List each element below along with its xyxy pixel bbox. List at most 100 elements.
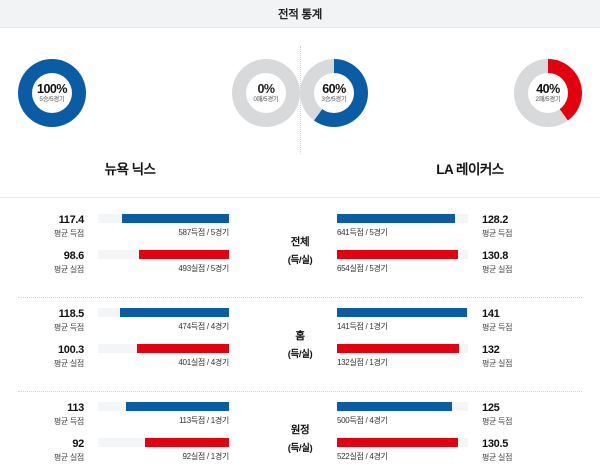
- bar-fill-scored: [120, 308, 229, 317]
- stats-container: 117.4 평균 득점 587득점 / 5경기 98.6 평균 실점: [0, 198, 600, 470]
- left-bar-caption: 493실점 / 5경기: [178, 264, 229, 273]
- center-label-main: 원정: [290, 424, 310, 436]
- right-value: 130.5: [482, 438, 509, 450]
- bar-track: [98, 250, 229, 259]
- stats-header: 전적 통계: [0, 0, 600, 28]
- donut-sublabel: 3승/5경기: [321, 96, 347, 103]
- left-value-cell: 118.5 평균 득점: [0, 308, 92, 332]
- left-bar-caption: 113득점 / 1경기: [178, 416, 229, 425]
- stat-row-scored: 118.5 평균 득점 474득점 / 4경기: [0, 308, 271, 344]
- left-value-label: 평균 득점: [53, 416, 84, 426]
- stat-row-scored: 117.4 평균 득점 587득점 / 5경기: [0, 214, 271, 250]
- bar-fill-scored: [125, 402, 229, 411]
- left-value: 118.5: [58, 308, 85, 320]
- center-label-home: 홈 (득/실): [271, 308, 329, 380]
- left-value-cell: 100.3 평균 실점: [0, 344, 92, 368]
- bar-track: [337, 402, 468, 411]
- right-value-label: 평균 득점: [482, 322, 513, 332]
- left-value: 92: [72, 438, 84, 450]
- right-team-donuts: 60% 3승/5경기 40% 2패/5경기: [300, 28, 600, 158]
- team-name-left[interactable]: 뉴욕 닉스: [104, 162, 156, 177]
- right-value-cell: 125 평균 득점: [474, 402, 566, 426]
- stat-row-scored: 113 평균 득점 113득점 / 1경기: [0, 402, 271, 438]
- right-value-label: 평균 실점: [482, 452, 513, 462]
- bar-track: [337, 214, 468, 223]
- right-bar-cell: 132실점 / 1경기: [329, 344, 474, 368]
- left-value: 98.6: [63, 250, 85, 262]
- stat-block-away: 113 평균 득점 113득점 / 1경기 92 평균 실점: [0, 392, 600, 470]
- right-value-label: 평균 득점: [482, 228, 513, 238]
- donut-right-loss-rate: 40% 2패/5경기: [514, 59, 582, 127]
- right-value-cell: 130.5 평균 실점: [474, 438, 566, 462]
- right-bar-cell: 522실점 / 4경기: [329, 438, 474, 462]
- left-value-label: 평균 득점: [53, 228, 84, 238]
- left-bar-cell: 401실점 / 4경기: [92, 344, 237, 368]
- stat-row-conceded: 100.3 평균 실점 401실점 / 4경기: [0, 344, 271, 380]
- left-bar-cell: 474득점 / 4경기: [92, 308, 237, 332]
- bar-fill-conceded: [145, 438, 229, 447]
- left-value: 117.4: [58, 214, 85, 226]
- bar-track: [98, 438, 229, 447]
- right-bar-caption: 654실점 / 5경기: [337, 264, 388, 273]
- right-value-label: 평균 실점: [482, 358, 513, 368]
- left-value: 113: [67, 402, 84, 414]
- left-bar-cell: 493실점 / 5경기: [92, 250, 237, 274]
- stat-row-conceded: 654실점 / 5경기 130.8 평균 실점: [329, 250, 600, 286]
- right-bar-caption: 132실점 / 1경기: [337, 358, 388, 367]
- left-bar-caption: 401실점 / 4경기: [178, 358, 229, 367]
- donut-left-loss-rate-label: 0% 0패/5경기: [246, 73, 286, 113]
- left-bar-caption: 474득점 / 4경기: [178, 322, 229, 331]
- donut-sublabel: 2패/5경기: [535, 96, 561, 103]
- left-value-cell: 113 평균 득점: [0, 402, 92, 426]
- center-label-total: 전체 (득/실): [271, 214, 329, 286]
- right-value: 141: [482, 308, 500, 320]
- team-names-row: 뉴욕 닉스 LA 레이커스: [0, 158, 600, 198]
- bar-fill-scored: [337, 308, 467, 317]
- right-bar-caption: 141득점 / 1경기: [337, 322, 388, 331]
- bar-track: [337, 250, 468, 259]
- bar-track: [98, 214, 229, 223]
- donut-percent: 40%: [536, 81, 560, 96]
- donut-percent: 100%: [37, 81, 67, 96]
- bar-fill-conceded: [337, 438, 458, 447]
- center-label-main: 홈: [295, 330, 305, 342]
- right-bar-caption: 641득점 / 5경기: [337, 228, 388, 237]
- donut-right-win-rate-label: 60% 3승/5경기: [314, 73, 354, 113]
- stat-row-conceded: 132실점 / 1경기 132 평균 실점: [329, 344, 600, 380]
- bar-track: [337, 344, 468, 353]
- stat-block-home: 118.5 평균 득점 474득점 / 4경기 100.3 평균 실점: [0, 298, 600, 392]
- right-value-label: 평균 실점: [482, 264, 513, 274]
- stat-row-conceded: 522실점 / 4경기 130.5 평균 실점: [329, 438, 600, 470]
- left-team-donuts: 100% 5승/5경기 0% 0패/5경기: [0, 28, 300, 158]
- bar-track: [98, 402, 229, 411]
- left-bar-cell: 113득점 / 1경기: [92, 402, 237, 426]
- bar-track: [337, 308, 468, 317]
- center-label-away: 원정 (득/실): [271, 402, 329, 470]
- left-bar-caption: 92실점 / 1경기: [182, 452, 230, 461]
- right-value: 125: [482, 402, 500, 414]
- right-value-cell: 128.2 평균 득점: [474, 214, 566, 238]
- right-value: 132: [482, 344, 500, 356]
- bar-track: [98, 308, 229, 317]
- bar-fill-conceded: [137, 344, 229, 353]
- donut-right-loss-rate-label: 40% 2패/5경기: [528, 73, 568, 113]
- donut-left-loss-rate: 0% 0패/5경기: [232, 59, 300, 127]
- left-bar-cell: 92실점 / 1경기: [92, 438, 237, 462]
- left-bar-caption: 587득점 / 5경기: [178, 228, 229, 237]
- stat-row-scored: 641득점 / 5경기 128.2 평균 득점: [329, 214, 600, 250]
- team-name-right[interactable]: LA 레이커스: [436, 162, 504, 177]
- right-value: 128.2: [482, 214, 509, 226]
- bar-track: [98, 344, 229, 353]
- stat-row-scored: 141득점 / 1경기 141 평균 득점: [329, 308, 600, 344]
- right-bar-cell: 641득점 / 5경기: [329, 214, 474, 238]
- bar-track: [337, 438, 468, 447]
- donut-percent: 60%: [322, 81, 346, 96]
- right-value: 130.8: [482, 250, 509, 262]
- left-value-label: 평균 실점: [53, 358, 84, 368]
- donut-right-win-rate: 60% 3승/5경기: [300, 59, 368, 127]
- right-bar-caption: 500득점 / 4경기: [337, 416, 388, 425]
- left-value-cell: 98.6 평균 실점: [0, 250, 92, 274]
- center-label-sub: (득/실): [287, 349, 313, 360]
- left-value-cell: 92 평균 실점: [0, 438, 92, 462]
- stat-block-total: 117.4 평균 득점 587득점 / 5경기 98.6 평균 실점: [0, 204, 600, 298]
